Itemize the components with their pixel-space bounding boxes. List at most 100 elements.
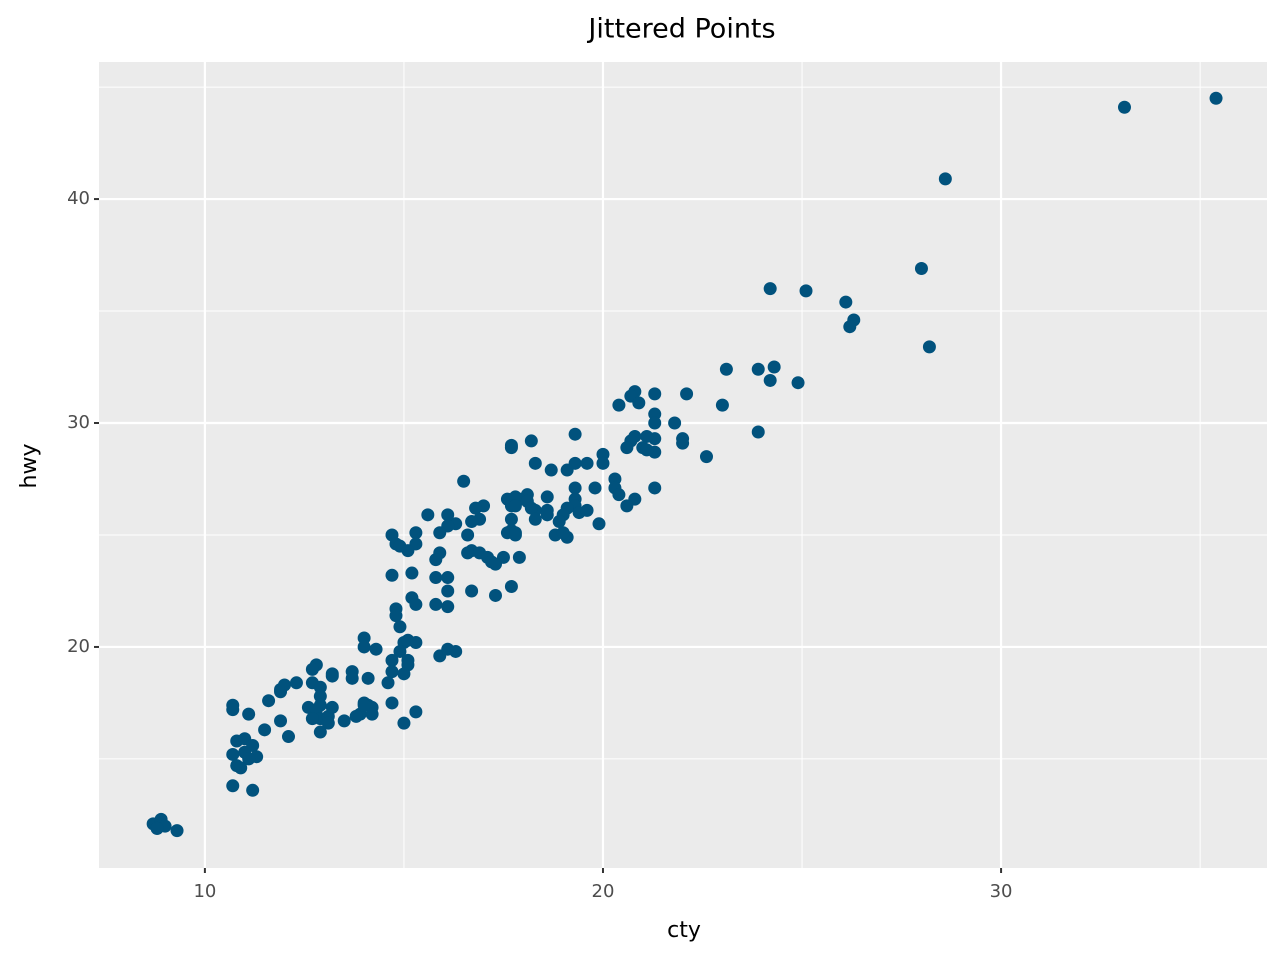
point bbox=[242, 752, 256, 766]
point bbox=[620, 499, 634, 513]
point bbox=[1117, 100, 1131, 114]
point bbox=[596, 456, 610, 470]
point bbox=[580, 503, 594, 517]
point bbox=[305, 712, 319, 726]
point bbox=[508, 528, 522, 542]
point bbox=[508, 499, 522, 513]
point bbox=[289, 676, 303, 690]
point bbox=[504, 441, 518, 455]
point bbox=[429, 597, 443, 611]
point bbox=[262, 694, 276, 708]
point bbox=[540, 508, 554, 522]
point bbox=[620, 441, 634, 455]
point bbox=[640, 429, 654, 443]
point bbox=[313, 680, 327, 694]
point bbox=[429, 553, 443, 567]
point bbox=[648, 387, 662, 401]
point bbox=[441, 508, 455, 522]
point bbox=[274, 714, 288, 728]
point bbox=[568, 427, 582, 441]
point bbox=[226, 779, 240, 793]
point bbox=[922, 340, 936, 354]
point bbox=[242, 707, 256, 721]
point bbox=[632, 396, 646, 410]
point bbox=[429, 571, 443, 585]
point bbox=[612, 488, 626, 502]
point bbox=[385, 653, 399, 667]
point bbox=[524, 501, 538, 515]
point bbox=[234, 761, 248, 775]
point bbox=[305, 662, 319, 676]
chart-title: Jittered Points bbox=[586, 14, 775, 45]
point bbox=[568, 481, 582, 495]
y-tick-label: 20 bbox=[67, 636, 90, 657]
point bbox=[349, 709, 363, 723]
point bbox=[596, 447, 610, 461]
point bbox=[409, 705, 423, 719]
point bbox=[361, 671, 375, 685]
point bbox=[540, 490, 554, 504]
point bbox=[608, 472, 622, 486]
point bbox=[433, 526, 447, 540]
point bbox=[648, 481, 662, 495]
point bbox=[226, 703, 240, 717]
x-axis-label: cty bbox=[667, 918, 701, 943]
point bbox=[763, 282, 777, 296]
point bbox=[385, 696, 399, 710]
point bbox=[150, 821, 164, 835]
point bbox=[405, 566, 419, 580]
point bbox=[421, 508, 435, 522]
point bbox=[441, 600, 455, 614]
point bbox=[457, 474, 471, 488]
point bbox=[588, 481, 602, 495]
point bbox=[409, 526, 423, 540]
point bbox=[668, 416, 682, 430]
y-axis-label: hwy bbox=[17, 444, 42, 489]
point bbox=[524, 434, 538, 448]
point bbox=[640, 443, 654, 457]
point bbox=[397, 716, 411, 730]
point bbox=[504, 512, 518, 526]
point bbox=[528, 456, 542, 470]
point bbox=[504, 579, 518, 593]
point bbox=[409, 635, 423, 649]
point bbox=[612, 398, 626, 412]
point bbox=[337, 714, 351, 728]
point bbox=[357, 698, 371, 712]
point bbox=[938, 172, 952, 186]
point bbox=[381, 676, 395, 690]
point bbox=[325, 669, 339, 683]
point bbox=[488, 588, 502, 602]
point bbox=[281, 730, 295, 744]
point bbox=[385, 665, 399, 679]
point bbox=[556, 526, 570, 540]
point bbox=[751, 362, 765, 376]
point bbox=[313, 689, 327, 703]
point bbox=[512, 550, 526, 564]
point bbox=[699, 450, 713, 464]
point bbox=[839, 295, 853, 309]
point bbox=[278, 678, 292, 692]
point bbox=[441, 584, 455, 598]
point bbox=[449, 644, 463, 658]
x-tick-label: 20 bbox=[592, 881, 615, 902]
point bbox=[357, 640, 371, 654]
point bbox=[258, 723, 272, 737]
point bbox=[676, 436, 690, 450]
point bbox=[763, 373, 777, 387]
point bbox=[465, 584, 479, 598]
point bbox=[648, 416, 662, 430]
point bbox=[469, 501, 483, 515]
point bbox=[385, 568, 399, 582]
point bbox=[345, 671, 359, 685]
point bbox=[397, 667, 411, 681]
point bbox=[465, 515, 479, 529]
point bbox=[648, 407, 662, 421]
point bbox=[528, 512, 542, 526]
point bbox=[592, 517, 606, 531]
point bbox=[389, 609, 403, 623]
point bbox=[560, 463, 574, 477]
point bbox=[715, 398, 729, 412]
point bbox=[488, 557, 502, 571]
panel bbox=[99, 62, 1267, 868]
